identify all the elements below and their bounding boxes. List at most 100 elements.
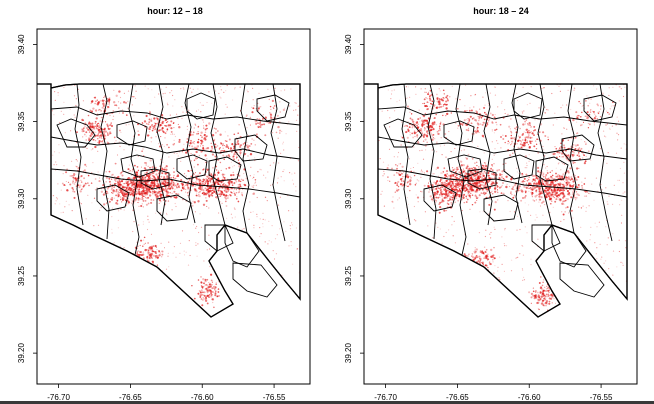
crime-point [127,183,130,186]
crime-point [157,177,159,180]
crime-point [474,119,476,121]
crime-point [416,126,419,129]
crime-point [475,250,477,253]
crime-point [235,180,238,183]
crime-point [587,150,590,153]
crime-point [470,266,472,268]
crime-point [445,192,447,195]
crime-point [407,180,410,183]
crime-point [126,182,128,184]
crime-point [525,191,527,194]
crime-point [83,133,86,136]
crime-point [263,275,265,277]
crime-point [88,138,91,142]
crime-point [451,182,453,185]
crime-point [596,103,599,106]
crime-point [258,92,260,94]
crime-point [133,135,135,137]
crime-point [437,132,440,136]
crime-point [202,291,204,294]
crime-point [431,198,433,200]
crime-point [446,202,448,204]
crime-point [238,174,241,177]
crime-point [105,202,108,204]
crime-point [98,124,101,126]
crime-point [533,134,535,136]
crime-point [469,187,472,190]
crime-point [500,185,503,188]
crime-point [250,166,252,168]
crime-point [197,174,199,176]
crime-point [252,193,254,195]
crime-point [129,191,132,194]
crime-point [149,131,151,133]
crime-point [150,199,152,201]
crime-point [517,135,520,137]
crime-point [94,102,96,105]
crime-point [562,183,565,186]
crime-point [200,188,203,191]
crime-point [150,176,152,178]
crime-point [572,180,575,183]
crime-point [147,248,150,251]
crime-point [259,125,262,128]
crime-point [538,282,541,284]
district-boundary [116,120,148,146]
crime-point [209,265,211,268]
crime-point [443,93,446,95]
crime-point [77,266,79,269]
crime-point [167,188,169,191]
crime-point [482,121,485,124]
crime-point [156,117,159,121]
crime-point [549,184,553,187]
crime-point [74,179,78,182]
crime-point [202,144,204,147]
crime-point [580,207,583,209]
crime-point [190,175,193,177]
crime-point [165,212,168,214]
crime-point [129,263,132,266]
crime-point [396,184,399,187]
crime-point [551,302,553,304]
crime-point [521,173,524,176]
crime-point [53,164,55,166]
crime-point [205,147,208,150]
crime-point [198,154,201,157]
crime-point [113,136,116,139]
crime-point [201,282,203,284]
crime-point [167,179,169,181]
crime-point [557,153,559,155]
crime-point [426,170,429,173]
crime-point [486,189,489,192]
crime-point [190,169,192,172]
crime-point [465,167,468,170]
crime-point [217,177,220,180]
crime-point [578,100,580,103]
crime-point [553,177,556,181]
crime-point [207,192,209,194]
crime-point [474,162,476,164]
crime-point [545,173,548,176]
crime-point [115,202,118,205]
crime-point [215,282,217,284]
crime-point [211,102,213,104]
crime-point [83,130,85,132]
crime-point [273,105,276,107]
crime-point [107,124,109,127]
crime-point [213,306,215,309]
crime-point [220,193,223,196]
crime-point [152,178,154,181]
crime-point [537,170,540,173]
crime-point [477,123,480,126]
crime-point [127,107,129,109]
crime-point [203,291,206,294]
crime-point [108,104,110,106]
crime-point [529,187,532,189]
crime-point [119,189,122,191]
crime-point [550,203,552,205]
crime-point [581,111,583,114]
crime-point [252,255,254,257]
crime-point [553,288,556,291]
crime-point [137,155,139,157]
crime-point [423,115,426,118]
